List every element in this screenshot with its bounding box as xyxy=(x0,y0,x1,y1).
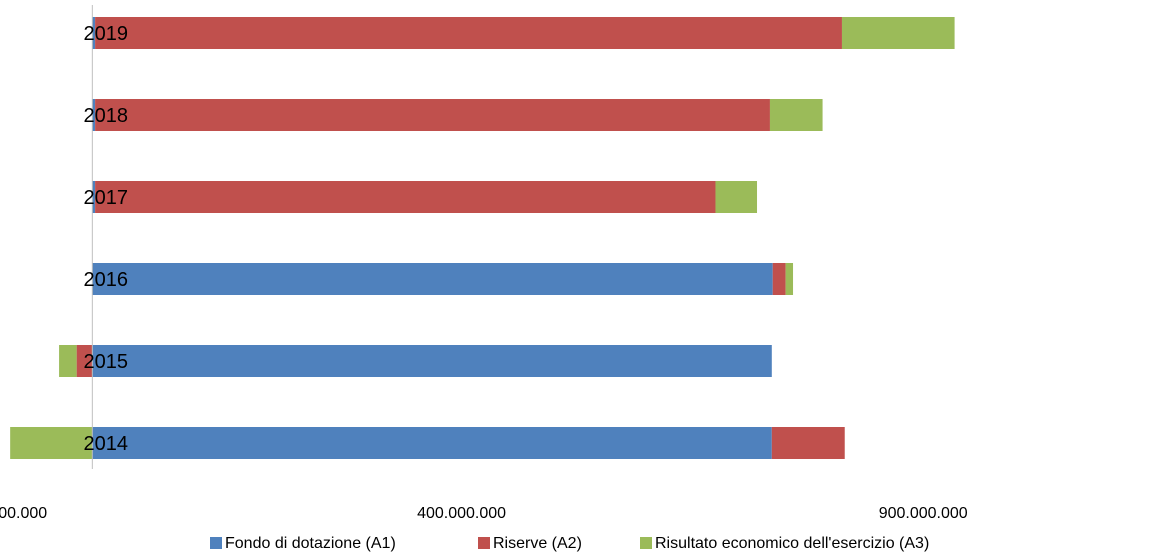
legend-swatch-1 xyxy=(210,537,222,549)
bar-2019-series-1 xyxy=(92,17,96,49)
bar-2015-series-3 xyxy=(59,345,77,377)
bar-2019-series-3 xyxy=(841,17,955,49)
legend-label-2: Riserve (A2) xyxy=(493,535,582,552)
legend-swatch-2 xyxy=(478,537,490,549)
legend: Fondo di dotazione (A1) Riserve (A2) Risul… xyxy=(210,535,929,552)
bar-2016-series-3 xyxy=(785,263,794,295)
bar-2017-series-1 xyxy=(92,181,96,213)
category-label-2017: 2017 xyxy=(84,187,129,209)
bar-2018-series-1 xyxy=(92,99,96,131)
legend-label-3: Risultato economico dell'esercizio (A3) xyxy=(655,535,929,552)
legend-label-1: Fondo di dotazione (A1) xyxy=(225,535,396,552)
bar-2017-series-2 xyxy=(95,181,716,213)
x-tick-label: -100.000.000 xyxy=(0,505,47,522)
category-labels: 2019 2018 2017 2016 2015 2014 xyxy=(84,23,129,455)
category-label-2018: 2018 xyxy=(84,105,129,127)
bar-2014-series-2 xyxy=(771,427,845,459)
x-axis-tick-labels: -100.000.000 400.000.000 900.000.000 xyxy=(0,505,968,522)
bar-2015-series-2 xyxy=(76,345,93,377)
x-tick-label: 900.000.000 xyxy=(879,505,968,522)
bar-2015-series-1 xyxy=(92,345,772,377)
bar-2018-series-3 xyxy=(769,99,823,131)
bar-2018-series-2 xyxy=(95,99,770,131)
bar-2017-series-3 xyxy=(715,181,758,213)
bar-2014-series-3 xyxy=(10,427,93,459)
category-label-2014: 2014 xyxy=(84,433,129,455)
bar-2019-series-2 xyxy=(95,17,842,49)
category-label-2016: 2016 xyxy=(84,269,129,291)
x-tick-label: 400.000.000 xyxy=(417,505,506,522)
bar-2016-series-2 xyxy=(772,263,786,295)
bars-layer xyxy=(10,17,955,459)
bar-2016-series-1 xyxy=(92,263,773,295)
legend-swatch-3 xyxy=(640,537,652,549)
bar-2014-series-1 xyxy=(92,427,772,459)
category-label-2015: 2015 xyxy=(84,351,129,373)
category-label-2019: 2019 xyxy=(84,23,129,45)
